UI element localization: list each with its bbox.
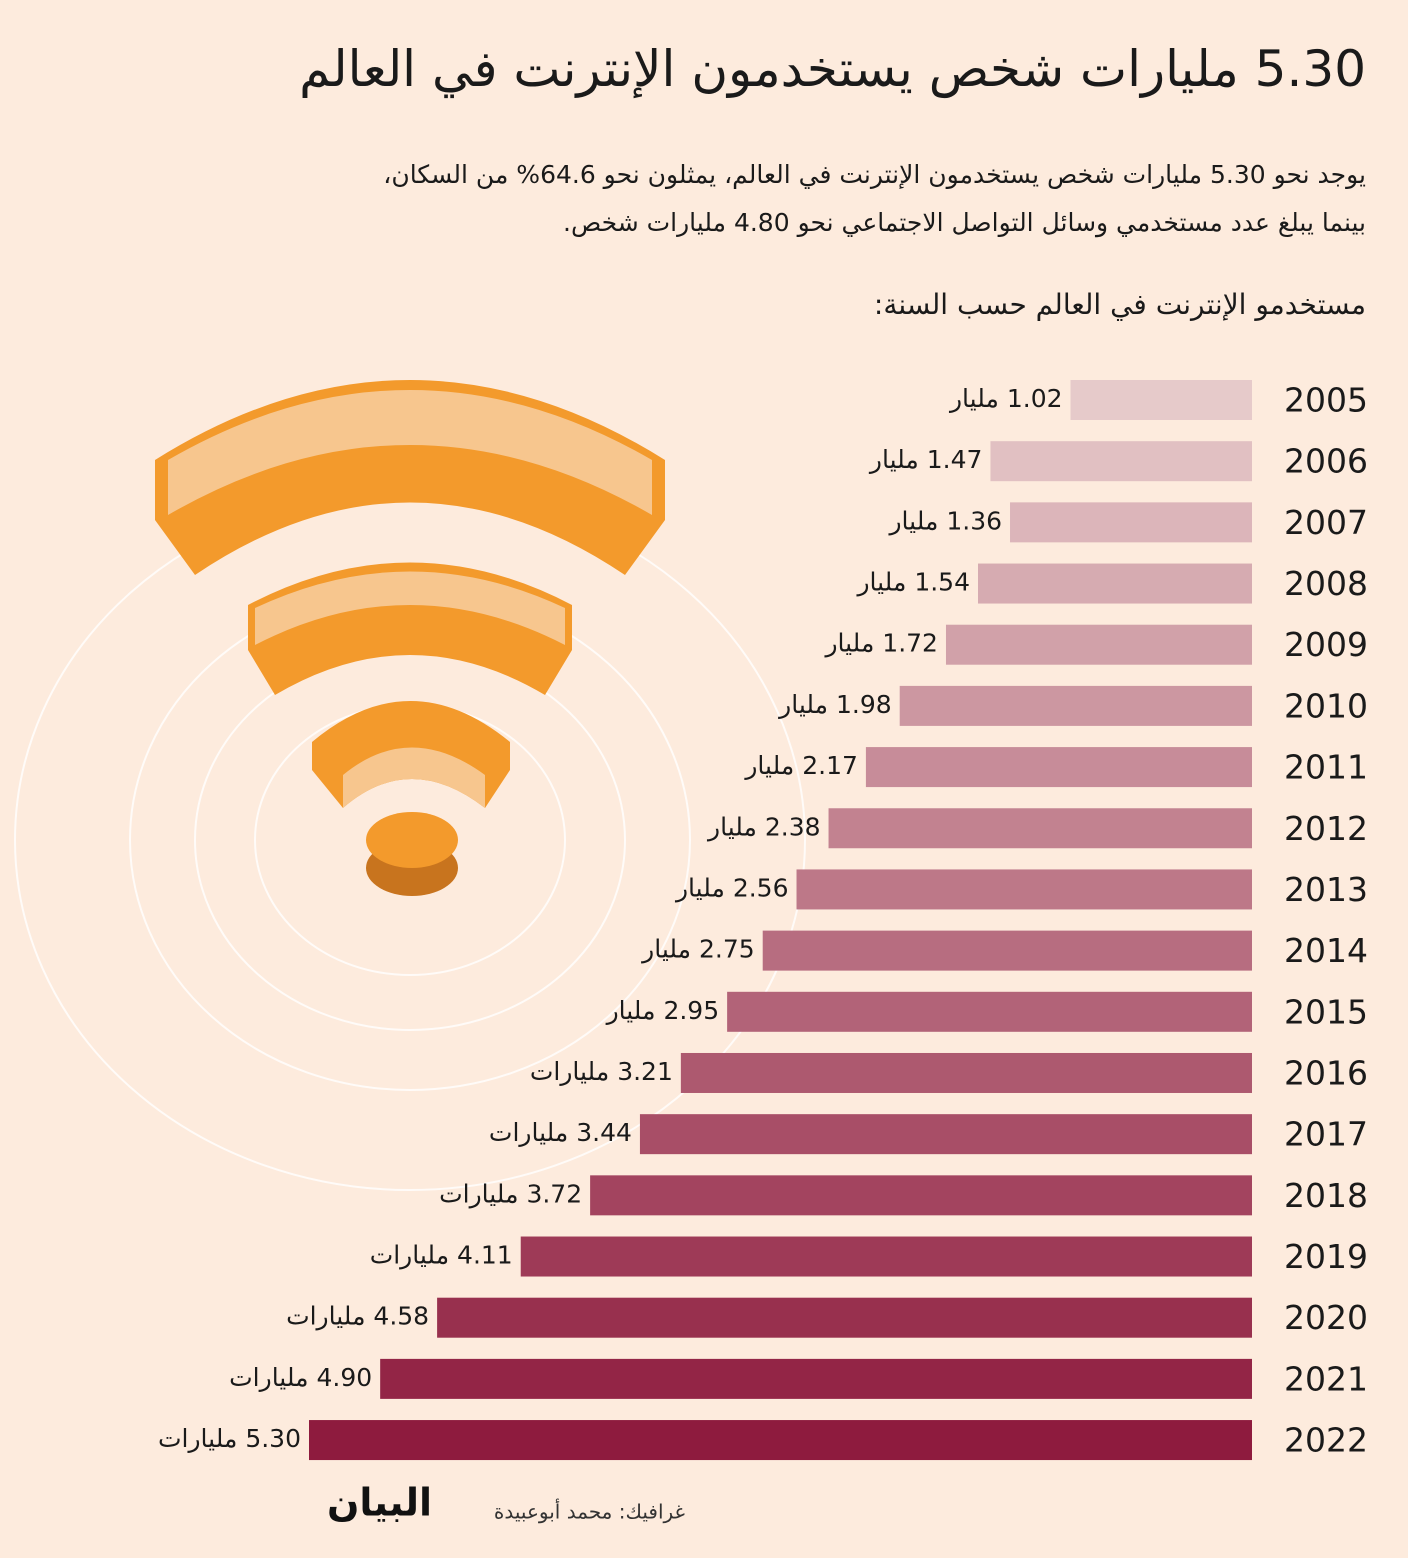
y-tick-label: 2013 [1284,870,1368,909]
bar [1070,380,1252,420]
bar [520,1236,1252,1277]
y-tick-label: 2007 [1284,503,1368,542]
value-label: 1.47 مليار [868,445,983,474]
subtitle-line: يوجد نحو 5.30 مليارات شخص يستخدمون الإنت… [383,160,1366,189]
bar [762,930,1252,971]
wifi-illustration [14,380,806,1191]
bar [828,808,1252,849]
y-tick-label: 2011 [1284,748,1368,787]
y-tick-label: 2010 [1284,686,1368,725]
value-label: 1.72 مليار [823,629,938,658]
value-label: 2.75 مليار [640,935,755,964]
y-tick-label: 2021 [1284,1359,1368,1398]
y-tick-label: 2005 [1284,381,1368,420]
bar [796,869,1252,910]
logo: البيان [327,1481,432,1525]
y-tick-label: 2015 [1284,992,1368,1031]
value-label: 4.11 مليارات [370,1241,513,1270]
value-label: 2.56 مليار [674,873,789,902]
value-label: 4.90 مليارات [229,1363,372,1392]
bar [727,991,1252,1032]
bar [639,1114,1252,1155]
value-label: 3.44 مليارات [489,1118,632,1147]
chart-heading: مستخدمو الإنترنت في العالم حسب السنة: [873,288,1366,321]
y-tick-label: 2006 [1284,442,1368,481]
bar [309,1420,1252,1461]
bar [990,441,1252,482]
y-tick-label: 2016 [1284,1053,1368,1092]
y-tick-label: 2022 [1284,1421,1368,1460]
credit: غرافيك: محمد أبوعبيدة [494,1499,685,1524]
value-label: 3.72 مليارات [439,1179,582,1208]
y-tick-label: 2012 [1284,809,1368,848]
bar [437,1297,1252,1338]
y-tick-label: 2018 [1284,1176,1368,1215]
bar [899,685,1252,726]
y-tick-label: 2019 [1284,1237,1368,1276]
value-label: 1.98 مليار [777,690,892,719]
y-tick-label: 2008 [1284,564,1368,603]
subtitle-line: بينما يبلغ عدد مستخدمي وسائل التواصل الا… [563,208,1366,237]
value-label: 4.58 مليارات [286,1302,429,1331]
y-tick-label: 2009 [1284,625,1368,664]
value-label: 3.21 مليارات [530,1057,673,1086]
y-tick-label: 2020 [1284,1298,1368,1337]
value-label: 1.02 مليار [948,384,1063,413]
value-label: 5.30 مليارات [158,1424,301,1453]
bar [1010,502,1252,543]
bar [380,1358,1252,1399]
title: 5.30 مليارات شخص يستخدمون الإنترنت في ال… [299,40,1366,98]
bar [865,747,1252,788]
bar [977,563,1252,604]
value-label: 2.17 مليار [743,751,858,780]
y-tick-label: 2017 [1284,1115,1368,1154]
bar [680,1052,1252,1093]
value-label: 2.95 مليار [605,996,720,1025]
value-label: 1.54 مليار [855,568,970,597]
bar [945,624,1252,665]
bar [590,1175,1252,1216]
y-tick-label: 2014 [1284,931,1368,970]
value-label: 1.36 مليار [887,506,1002,535]
value-label: 2.38 مليار [706,812,821,841]
